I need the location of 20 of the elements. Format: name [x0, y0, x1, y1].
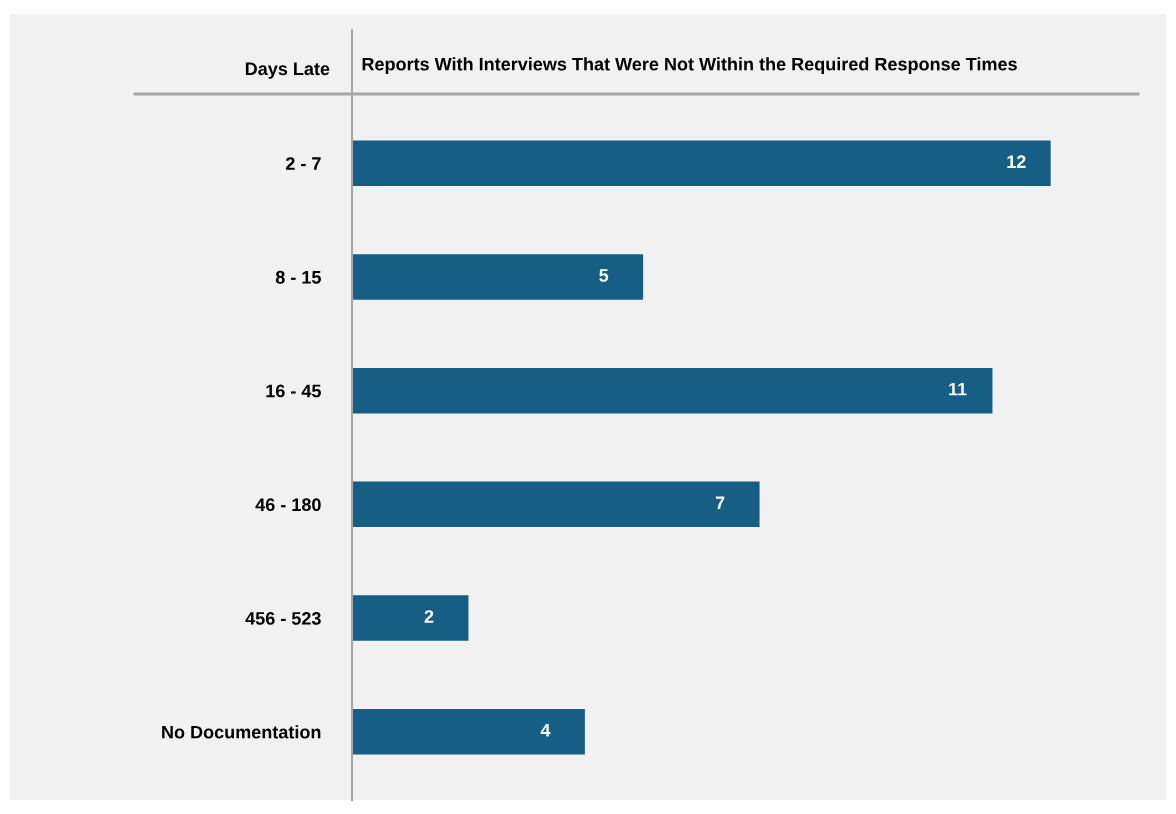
- data-label: 12: [1007, 155, 1026, 168]
- y-tick-label: 2 - 7: [285, 157, 321, 170]
- bar: [352, 595, 469, 641]
- data-label: 4: [540, 724, 551, 737]
- y-tick-label: No Documentation: [162, 725, 321, 739]
- data-label: 7: [715, 496, 725, 510]
- bar: [352, 709, 585, 755]
- bar: [352, 367, 993, 414]
- x-axis-title: Reports With Interviews That Were Not Within the Required Response Times: [362, 57, 1017, 75]
- y-axis-title: Days Late: [245, 62, 330, 79]
- bar: [352, 140, 1051, 186]
- y-tick-label: 16 - 45: [266, 384, 321, 398]
- bar: [352, 481, 760, 528]
- bar: [352, 254, 644, 300]
- data-label: 11: [949, 382, 967, 396]
- data-label: 5: [599, 269, 609, 282]
- y-tick-label: 46 - 180: [255, 498, 321, 512]
- data-label: 2: [424, 610, 434, 623]
- y-tick-label: 456 - 523: [245, 612, 321, 625]
- y-tick-label: 8 - 15: [275, 270, 321, 284]
